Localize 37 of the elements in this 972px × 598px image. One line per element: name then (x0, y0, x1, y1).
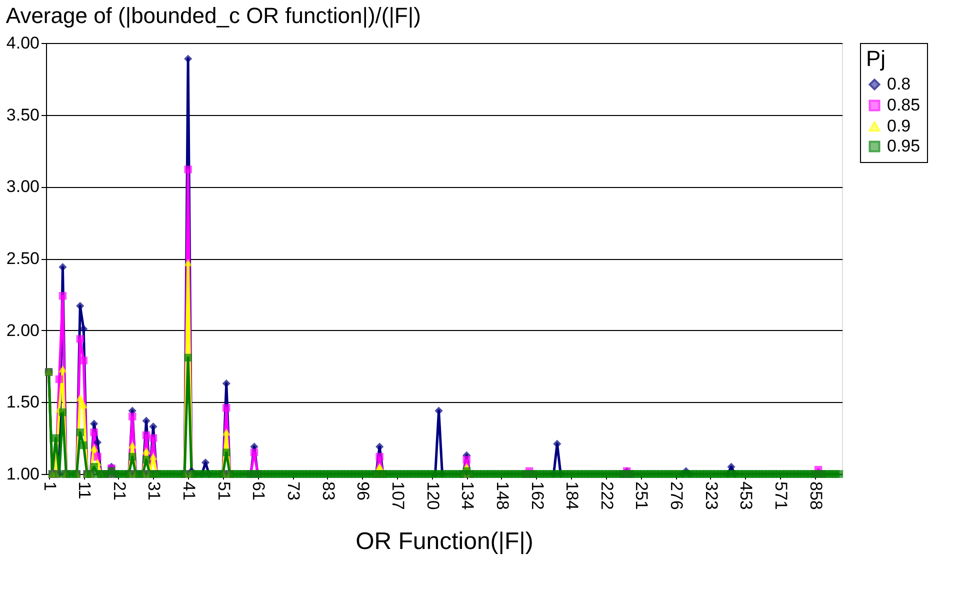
legend-label: 0.8 (887, 74, 911, 94)
x-tick-label: 323 (702, 482, 721, 510)
x-tick-label: 1 (40, 482, 60, 491)
y-tick-label: 1.50 (6, 392, 40, 412)
x-tick-label: 83 (318, 482, 338, 500)
y-tick-label: 4.00 (6, 34, 40, 52)
x-tick-label: 120 (423, 482, 442, 510)
x-tick-label: 107 (388, 482, 408, 510)
x-tick-label: 73 (284, 482, 304, 500)
x-tick-label: 21 (110, 482, 129, 500)
x-axis-title: OR Function(|F|) (356, 528, 534, 555)
y-tick-label: 3.00 (6, 177, 40, 196)
x-tick-label: 51 (214, 482, 234, 500)
legend-title: Pj (866, 46, 886, 71)
x-tick-label: 251 (632, 482, 652, 510)
x-tick-label: 222 (597, 482, 616, 510)
x-tick-label: 571 (772, 482, 791, 510)
x-tick-label: 453 (736, 482, 756, 510)
y-tick-label: 3.50 (6, 105, 40, 124)
legend-label: 0.95 (887, 136, 920, 156)
x-tick-label: 184 (562, 482, 582, 510)
x-tick-label: 162 (528, 482, 547, 510)
x-tick-label: 134 (458, 482, 478, 510)
legend-label: 0.85 (887, 96, 920, 114)
x-tick-label: 148 (492, 482, 512, 510)
legend-label: 0.9 (887, 116, 911, 136)
x-tick-label: 11 (75, 482, 94, 500)
y-tick-label: 2.00 (6, 320, 40, 340)
x-tick-label: 31 (144, 482, 164, 500)
x-tick-label: 858 (806, 482, 826, 510)
y-tick-label: 2.50 (6, 249, 40, 268)
x-tick-label: 276 (667, 482, 686, 510)
y-tick-label: 1.00 (6, 464, 40, 484)
x-tick-label: 61 (249, 482, 268, 500)
x-tick-label: 41 (180, 482, 199, 500)
x-tick-label: 96 (354, 482, 373, 500)
chart-title: Average of (|bounded_c OR function|)/(|F|) (6, 3, 421, 28)
